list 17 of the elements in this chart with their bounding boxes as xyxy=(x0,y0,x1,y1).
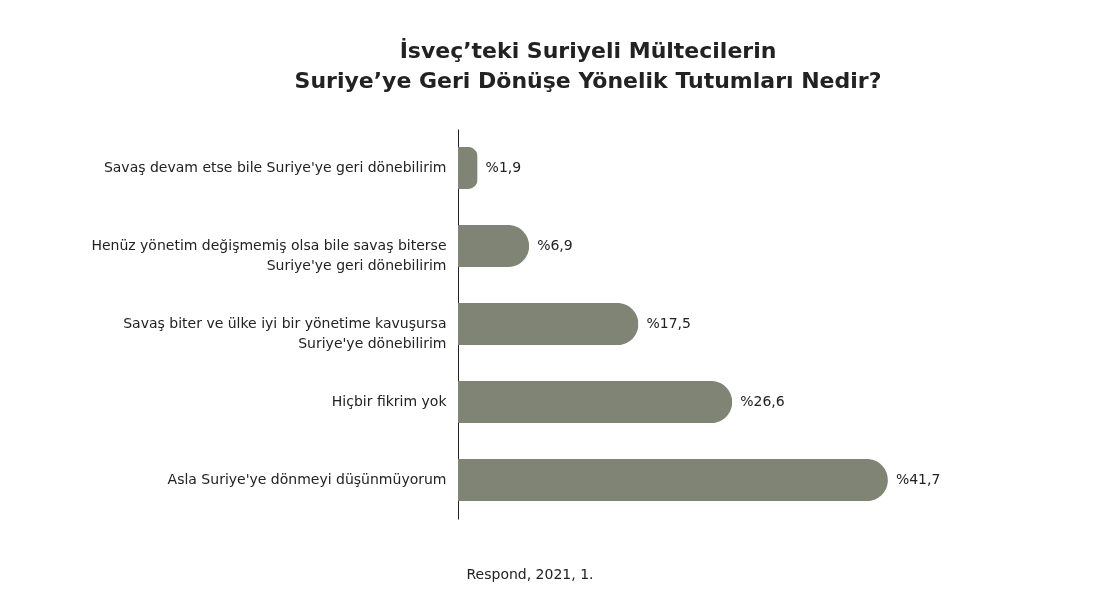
data-label: %1,9 xyxy=(485,159,522,175)
y-tick-label: Henüz yönetim değişmemiş olsa bile savaş biterse Suriye'ye geri dönebilirim xyxy=(91,237,447,273)
data-label: %26,6 xyxy=(740,393,785,409)
data-label: %6,9 xyxy=(537,237,573,253)
bar xyxy=(458,146,478,190)
y-tick-label: Savaş devam etse bile Suriye'ye geri dönebilirim xyxy=(103,159,447,175)
y-tick-label: Asla Suriye'ye dönmeyi düşünmüyorum xyxy=(167,471,447,487)
bar xyxy=(458,302,639,346)
bar xyxy=(458,458,888,502)
data-label: %17,5 xyxy=(646,315,691,331)
text: Respond, 2021, 1. xyxy=(465,566,595,582)
y-tick-label: Savaş biter ve ülke iyi bir yönetime kavuşursa Suriye'ye dönebilirim xyxy=(123,315,447,351)
data-label: %41,7 xyxy=(895,471,941,487)
chart-title: İsveç’teki Suriyeli Mültecilerin Suriye’ye Geri Dönüşe Yönelik Tutumları Nedir? xyxy=(294,38,882,93)
bar xyxy=(458,224,530,268)
y-tick-label: Hiçbir fikrim yok xyxy=(331,393,448,409)
bar xyxy=(458,380,733,424)
